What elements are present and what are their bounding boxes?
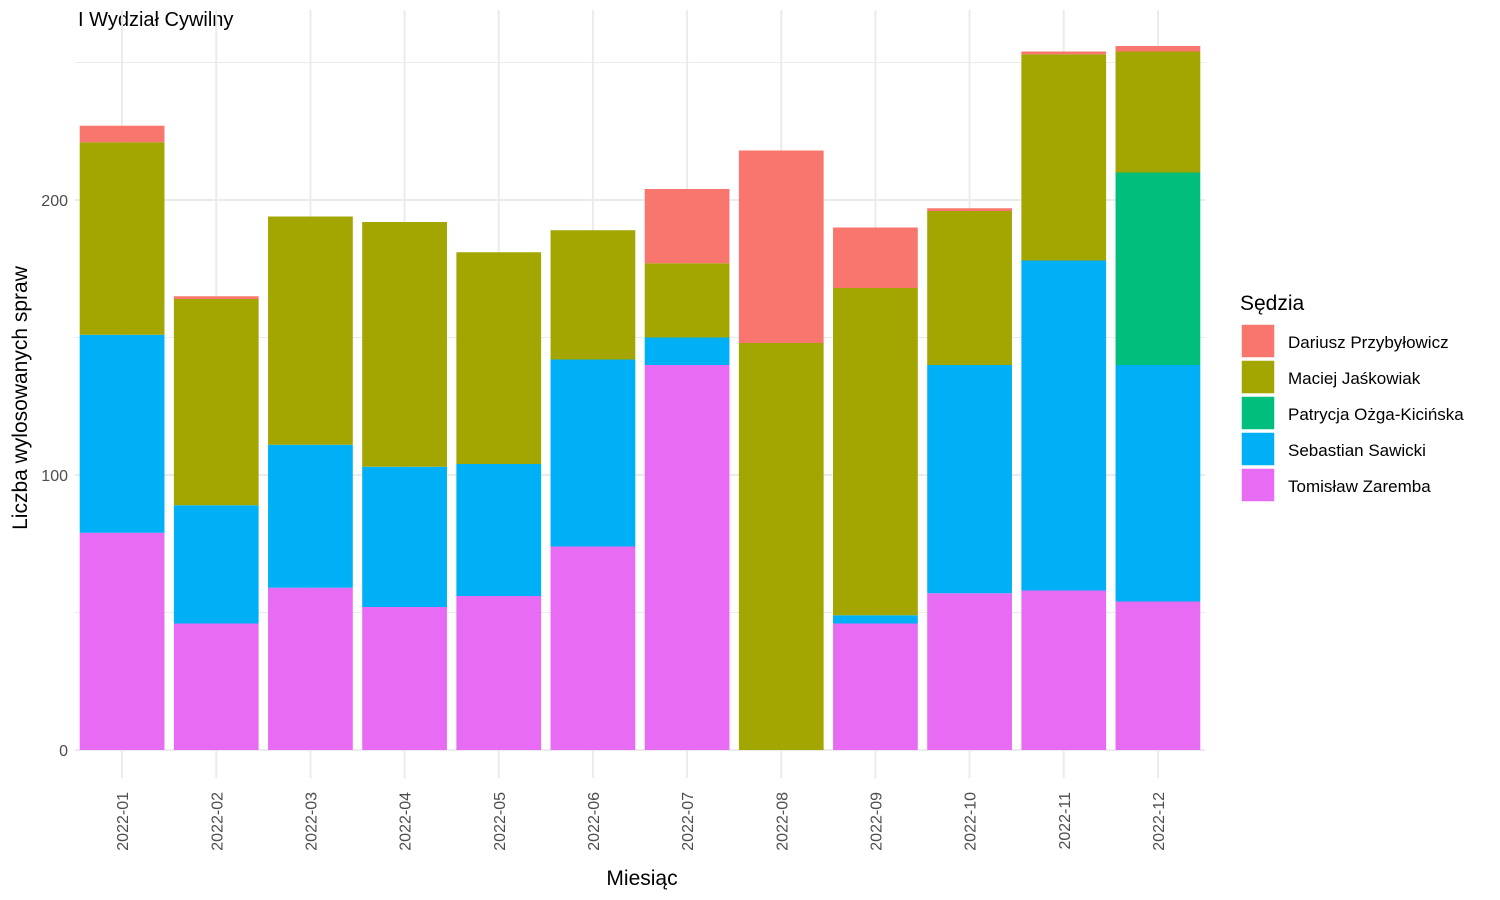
bars (79, 46, 1201, 750)
bar-segment (362, 222, 447, 467)
bar-segment (927, 208, 1012, 211)
legend-key (1240, 359, 1276, 395)
bar-segment (644, 337, 730, 365)
bar-segment (79, 142, 165, 335)
bar-segment (1021, 260, 1107, 591)
bar-segment (550, 546, 636, 750)
legend: Sędzia Dariusz Przybyłowicz Maciej Jaśkow… (1240, 292, 1464, 503)
bar-segment (644, 365, 730, 750)
bar-segment (738, 343, 824, 750)
bar-segment (644, 263, 730, 338)
y-tick-label: 200 (41, 193, 68, 210)
bar-segment (362, 466, 447, 607)
bar-segment (79, 125, 165, 143)
bar-segment (456, 252, 542, 464)
x-tick-label: 2022-01 (115, 792, 132, 851)
bar-segment (1115, 51, 1201, 173)
legend-key (1240, 323, 1276, 359)
bar-segment (927, 365, 1012, 594)
bar-segment (833, 615, 918, 624)
x-tick-label: 2022-09 (868, 792, 885, 851)
chart-title: I Wydział Cywilny (78, 9, 233, 31)
bar-segment (268, 444, 353, 588)
x-axis-title: Miesiąc (606, 867, 677, 890)
bar-segment (456, 596, 542, 750)
bar-segment (1115, 172, 1201, 365)
bar-segment (173, 505, 259, 624)
x-tick-label: 2022-10 (963, 792, 980, 851)
bar-segment (1115, 601, 1201, 750)
bar-segment (833, 227, 918, 288)
legend-key (1240, 467, 1276, 503)
x-axis-ticks: 2022-01 2022-02 2022-03 2022-04 2022-05 2022-… (115, 792, 1168, 851)
legend-label: Sebastian Sawicki (1288, 441, 1426, 460)
x-tick-label: 2022-08 (774, 792, 791, 851)
bar-segment (1115, 365, 1201, 602)
bar-segment (738, 150, 824, 343)
legend-key (1240, 431, 1276, 467)
x-tick-label: 2022-02 (209, 792, 226, 851)
bar-segment (268, 216, 353, 445)
bar-segment (1021, 51, 1107, 55)
bar-segment (644, 189, 730, 264)
bar-segment (1021, 54, 1107, 261)
bar-segment (1021, 590, 1107, 750)
bar-segment (927, 593, 1012, 750)
x-tick-label: 2022-04 (398, 792, 415, 851)
y-axis-title: Liczba wylosowanych spraw (9, 265, 32, 530)
legend-label: Patrycja Ożga-Kicińska (1288, 405, 1464, 424)
bar-segment (550, 230, 636, 360)
bar-segment (268, 587, 353, 750)
legend-label: Maciej Jaśkowiak (1288, 369, 1421, 388)
bar-segment (173, 623, 259, 750)
x-tick-label: 2022-03 (303, 792, 320, 851)
bar-segment (79, 334, 165, 533)
bar-segment (550, 359, 636, 547)
x-tick-label: 2022-12 (1151, 792, 1168, 851)
bar-segment (833, 288, 918, 616)
x-tick-label: 2022-11 (1057, 792, 1074, 850)
legend-title: Sędzia (1240, 292, 1305, 315)
legend-label: Dariusz Przybyłowicz (1288, 333, 1449, 352)
x-tick-label: 2022-06 (586, 792, 603, 851)
x-tick-label: 2022-05 (492, 792, 509, 851)
bar-segment (927, 211, 1012, 365)
bar-segment (362, 607, 447, 750)
bar-segment (79, 532, 165, 750)
bar-segment (173, 299, 259, 506)
legend-label: Tomisław Zaremba (1288, 477, 1431, 496)
legend-key (1240, 395, 1276, 431)
y-axis-ticks: 0 100 200 (41, 193, 68, 760)
bar-segment (173, 296, 259, 299)
bar-segment (1115, 46, 1201, 52)
x-tick-label: 2022-07 (680, 792, 697, 851)
bar-segment (456, 464, 542, 596)
y-tick-label: 100 (41, 468, 68, 485)
bar-segment (833, 623, 918, 750)
y-tick-label: 0 (59, 743, 68, 760)
